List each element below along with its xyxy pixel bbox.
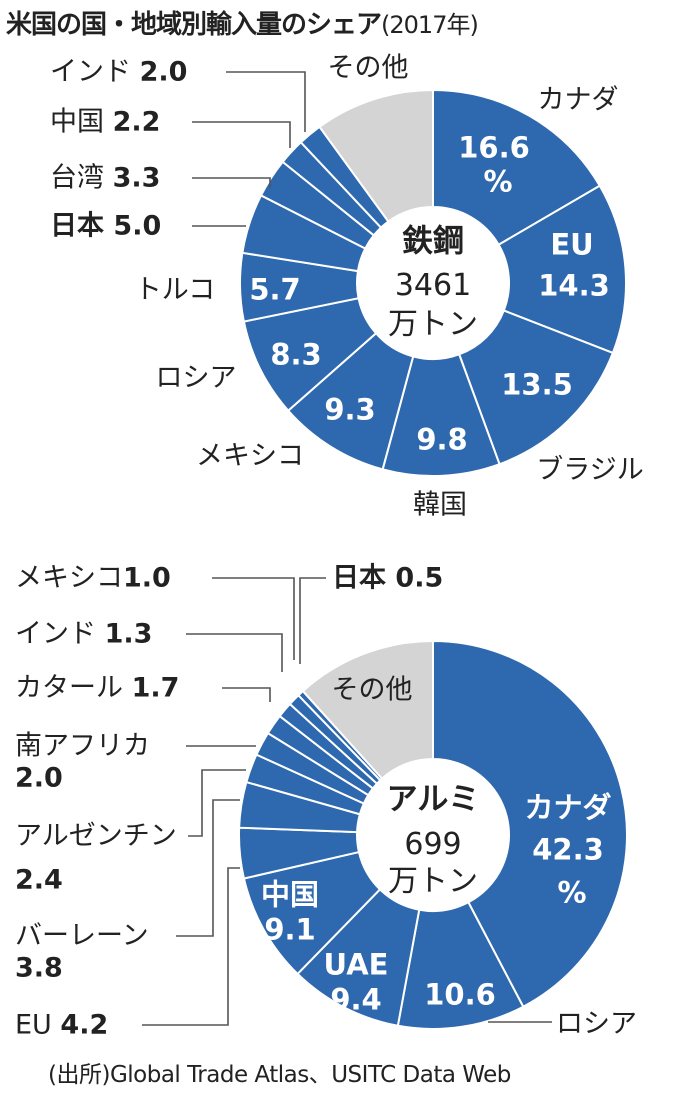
- steel-value-russia: 8.3: [270, 337, 322, 372]
- steel-value-eu: 14.3: [538, 268, 610, 303]
- alu-label-other: その他: [331, 674, 413, 706]
- label-value: 5.0: [113, 210, 162, 242]
- steel-value-brazil: 13.5: [501, 367, 573, 402]
- label-value: 1.3: [104, 618, 153, 650]
- donut-slice: [457, 309, 615, 466]
- alu-label-russia: ロシア: [556, 1008, 637, 1040]
- steel-center-value: 3461: [394, 268, 472, 303]
- alu-value-russia: 10.6: [424, 977, 496, 1012]
- label-value: 1.7: [131, 672, 180, 704]
- donut-slice: [432, 88, 602, 247]
- steel-label-korea: 韓国: [413, 489, 467, 521]
- alu-value-argentina: 2.4: [15, 864, 63, 896]
- leader-line: [176, 799, 240, 937]
- steel-donut: [239, 88, 627, 477]
- leader-line: [222, 687, 271, 702]
- leader-line: [226, 71, 306, 132]
- alu-label-uae: UAE: [323, 947, 389, 982]
- label-name: インド: [50, 56, 131, 88]
- steel-label-china: 中国 2.2: [50, 109, 160, 136]
- donut-slice: [301, 639, 434, 781]
- label-value: 1.0: [123, 562, 171, 594]
- alu-label-india: インド 1.3: [15, 621, 152, 648]
- alu-label-bahrain: バーレーン: [15, 920, 149, 952]
- leader-line: [212, 577, 295, 660]
- donut-slice: [318, 88, 434, 223]
- label-name: カタール: [15, 672, 123, 704]
- steel-label-other: その他: [327, 52, 409, 84]
- steel-label-taiwan: 台湾 3.3: [50, 165, 160, 192]
- alu-center-unit: 万トン: [388, 864, 478, 899]
- alu-label-argentina: アルゼンチン: [15, 820, 177, 852]
- label-value: 4.2: [60, 1009, 109, 1041]
- steel-label-india: インド 2.0: [50, 59, 187, 86]
- steel-center-title: 鉄鋼: [402, 223, 464, 260]
- alu-value-uae: 9.4: [330, 982, 382, 1017]
- steel-label-eu: EU: [550, 227, 594, 262]
- steel-value-turkey: 5.7: [249, 272, 301, 307]
- alu-label-canada: カナダ: [524, 790, 612, 825]
- alu-label-qatar: カタール 1.7: [15, 675, 179, 702]
- alu-label-japan: 日本 0.5: [332, 565, 443, 592]
- leader-lines: [142, 71, 552, 1026]
- steel-center-unit: 万トン: [388, 307, 478, 342]
- label-name: インド: [15, 618, 96, 650]
- alu-value-bahrain: 3.8: [15, 952, 63, 984]
- label-name: 日本: [50, 210, 104, 242]
- title-year: (2017年): [381, 11, 479, 39]
- alu-label-mexico: メキシコ1.0: [15, 565, 171, 592]
- label-name: メキシコ: [15, 562, 123, 594]
- label-value: 0.5: [395, 562, 444, 594]
- label-value: 3.3: [112, 162, 161, 194]
- alu-label-eu: EU 4.2: [15, 1012, 108, 1039]
- aluminum-donut: [238, 639, 628, 1030]
- steel-value-canada: 16.6: [458, 130, 530, 165]
- steel-label-brazil: ブラジル: [536, 454, 644, 486]
- leader-line: [142, 867, 240, 1026]
- steel-value-mexico: 9.3: [324, 392, 376, 427]
- leader-line: [188, 769, 246, 837]
- donut-slice: [497, 184, 627, 355]
- alu-label-south-africa: 南アフリカ: [15, 730, 150, 762]
- donut-slice: [396, 900, 525, 1030]
- alu-label-china: 中国: [260, 877, 320, 912]
- steel-label-mexico: メキシコ: [196, 440, 304, 472]
- label-name: EU: [15, 1009, 52, 1041]
- steel-label-japan: 日本 5.0: [50, 213, 161, 240]
- donut-slice: [432, 639, 628, 1009]
- title-text: 米国の国・地域別輸入量のシェア: [6, 10, 382, 40]
- steel-value-canada-pct: %: [483, 164, 513, 199]
- steel-label-canada: カナダ: [537, 84, 619, 116]
- leader-line: [299, 577, 326, 664]
- label-value: 2.2: [112, 106, 161, 138]
- steel-label-russia: ロシア: [155, 362, 237, 394]
- alu-value-china: 9.1: [264, 912, 316, 947]
- label-name: 中国: [50, 106, 104, 138]
- source-note: (出所)Global Trade Atlas、USITC Data Web: [48, 1062, 511, 1088]
- label-name: 日本: [332, 562, 386, 594]
- alu-center-value: 699: [404, 827, 462, 862]
- leader-line: [186, 633, 283, 672]
- leader-line: [192, 121, 291, 148]
- label-name: 台湾: [50, 162, 104, 194]
- alu-value-canada-pct: %: [557, 875, 587, 910]
- alu-center-title: アルミ: [386, 781, 480, 818]
- steel-value-korea: 9.8: [416, 422, 468, 457]
- steel-label-turkey: トルコ: [134, 274, 216, 306]
- alu-value-canada: 42.3: [532, 832, 604, 867]
- label-value: 2.0: [139, 56, 188, 88]
- alu-value-south-africa: 2.0: [15, 762, 63, 794]
- chart-title: 米国の国・地域別輸入量のシェア(2017年): [6, 4, 479, 41]
- leader-line: [192, 177, 271, 188]
